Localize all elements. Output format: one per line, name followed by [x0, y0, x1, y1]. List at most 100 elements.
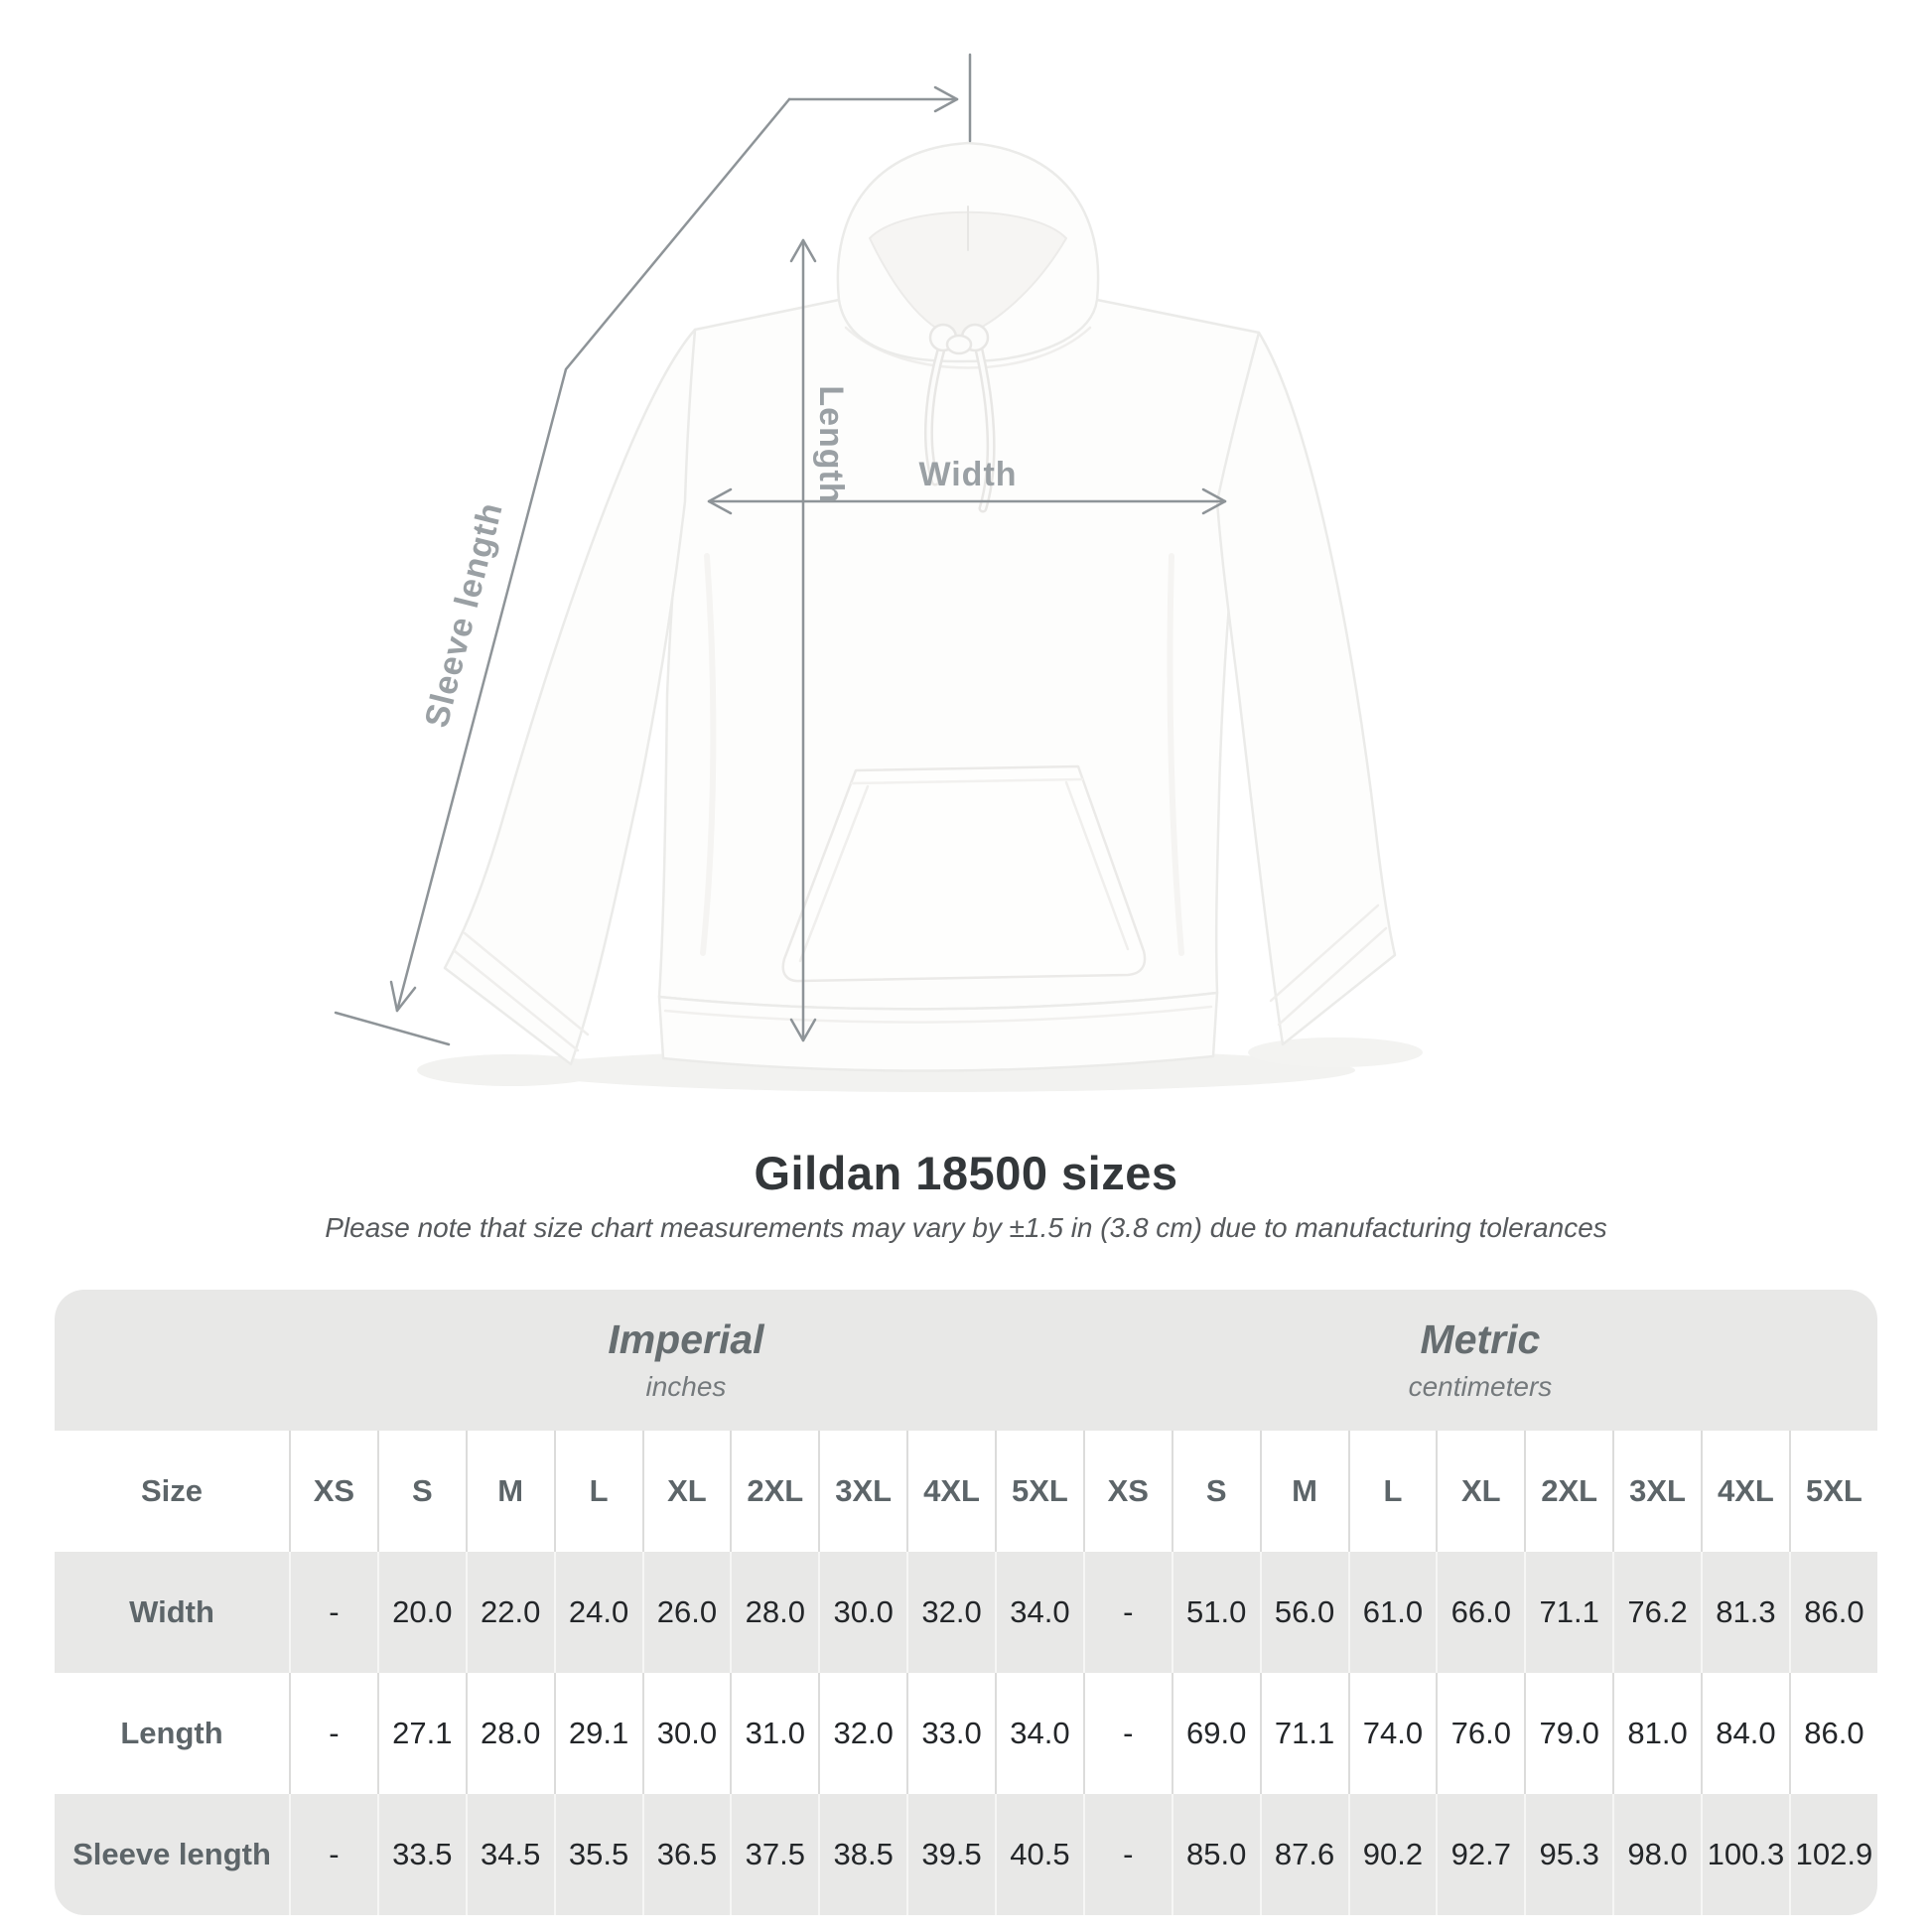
size-value-cell: 61.0 — [1347, 1552, 1437, 1673]
size-value-cell: - — [289, 1673, 377, 1794]
cuff-tick — [334, 1011, 451, 1046]
size-value-cell: 30.0 — [818, 1552, 907, 1673]
imperial-label: Imperial — [608, 1316, 764, 1363]
right-sleeve — [1215, 331, 1397, 1046]
size-value-cell: 86.0 — [1788, 1552, 1877, 1673]
size-col-header: 3XL — [1612, 1431, 1701, 1552]
size-value-cell: 35.5 — [553, 1794, 642, 1915]
table-row-width: Width - 20.0 22.0 24.0 26.0 28.0 30.0 32… — [55, 1552, 1877, 1673]
size-value-cell: 76.2 — [1612, 1552, 1701, 1673]
size-value-cell: 56.0 — [1259, 1552, 1348, 1673]
width-label: Width — [918, 456, 1017, 493]
size-value-cell: 71.1 — [1524, 1552, 1613, 1673]
size-value-cell: 40.5 — [995, 1794, 1083, 1915]
size-value-cell: - — [289, 1552, 377, 1673]
size-value-cell: 79.0 — [1524, 1673, 1613, 1794]
measurement-lines — [334, 53, 1227, 1046]
size-value-cell: 32.0 — [818, 1673, 907, 1794]
left-arrowhead — [707, 487, 733, 515]
row-label: Width — [55, 1552, 289, 1673]
size-col-header: XS — [1082, 1431, 1172, 1552]
size-header-row: Size XS S M L XL 2XL 3XL 4XL 5XL XS S M … — [55, 1431, 1877, 1552]
heading: Gildan 18500 sizes Please note that size… — [0, 1146, 1932, 1244]
size-value-cell: 33.0 — [906, 1673, 995, 1794]
size-value-cell: 33.5 — [376, 1794, 466, 1915]
right-arrowhead — [933, 85, 959, 113]
metric-label: Metric — [1420, 1316, 1541, 1363]
size-value-cell: 34.0 — [995, 1552, 1083, 1673]
hoodie-graphic — [443, 141, 1397, 1072]
size-value-cell: - — [1082, 1794, 1172, 1915]
size-col-header: 3XL — [818, 1431, 907, 1552]
size-value-cell: 81.0 — [1612, 1673, 1701, 1794]
size-value-cell: 100.3 — [1701, 1794, 1789, 1915]
metric-group-header: Metric centimeters — [1082, 1290, 1877, 1431]
table-row-length: Length - 27.1 28.0 29.1 30.0 31.0 32.0 3… — [55, 1673, 1877, 1794]
size-value-cell: 38.5 — [818, 1794, 907, 1915]
size-value-cell: 98.0 — [1612, 1794, 1701, 1915]
sleeve-arrowhead — [389, 980, 417, 1013]
size-value-cell: 22.0 — [465, 1552, 554, 1673]
size-value-cell: 26.0 — [641, 1552, 731, 1673]
size-value-cell: 32.0 — [906, 1552, 995, 1673]
size-value-cell: 86.0 — [1788, 1673, 1877, 1794]
size-value-cell: 71.1 — [1259, 1673, 1348, 1794]
size-col-header: L — [1347, 1431, 1437, 1552]
size-col-header: 5XL — [1788, 1431, 1877, 1552]
size-corner-header: Size — [55, 1431, 289, 1552]
size-chart-table: Imperial inches Metric centimeters Size … — [55, 1290, 1877, 1915]
size-col-header: S — [376, 1431, 466, 1552]
sleeve-length-label: Sleeve length — [418, 498, 510, 731]
size-value-cell: 90.2 — [1347, 1794, 1437, 1915]
hem-band — [657, 991, 1219, 1072]
size-value-cell: 102.9 — [1788, 1794, 1877, 1915]
size-value-cell: 76.0 — [1436, 1673, 1525, 1794]
size-value-cell: 36.5 — [641, 1794, 731, 1915]
size-col-header: 2XL — [730, 1431, 819, 1552]
size-value-cell: 28.0 — [730, 1552, 819, 1673]
hoodie-illustration: Sleeve length Length Width — [334, 53, 1423, 1092]
left-sleeve — [443, 328, 697, 1066]
size-value-cell: 84.0 — [1701, 1673, 1789, 1794]
tolerance-note: Please note that size chart measurements… — [325, 1212, 1607, 1243]
size-value-cell: 31.0 — [730, 1673, 819, 1794]
row-label: Length — [55, 1673, 289, 1794]
hood-opening — [869, 210, 1067, 339]
size-value-cell: 27.1 — [376, 1673, 466, 1794]
size-col-header: XS — [289, 1431, 377, 1552]
unit-group-row: Imperial inches Metric centimeters — [55, 1290, 1877, 1431]
size-value-cell: - — [289, 1794, 377, 1915]
size-col-header: XL — [641, 1431, 731, 1552]
page-title: Gildan 18500 sizes — [754, 1147, 1178, 1199]
size-value-cell: 81.3 — [1701, 1552, 1789, 1673]
size-col-header: S — [1171, 1431, 1260, 1552]
size-value-cell: 95.3 — [1524, 1794, 1613, 1915]
down-arrowhead — [789, 1018, 817, 1042]
size-value-cell: 74.0 — [1347, 1673, 1437, 1794]
right-arrowhead-width — [1201, 487, 1227, 515]
up-arrowhead — [789, 238, 817, 263]
hoodie-measurement-diagram: Sleeve length Length Width — [334, 53, 1423, 1092]
size-value-cell: 28.0 — [465, 1673, 554, 1794]
size-value-cell: 39.5 — [906, 1794, 995, 1915]
size-value-cell: 51.0 — [1171, 1552, 1260, 1673]
size-col-header: 5XL — [995, 1431, 1083, 1552]
size-value-cell: 69.0 — [1171, 1673, 1260, 1794]
size-chart: Imperial inches Metric centimeters Size … — [55, 1290, 1877, 1915]
imperial-group-header: Imperial inches — [289, 1290, 1083, 1431]
size-value-cell: 34.5 — [465, 1794, 554, 1915]
size-value-cell: 34.0 — [995, 1673, 1083, 1794]
size-value-cell: - — [1082, 1552, 1172, 1673]
size-col-header: L — [553, 1431, 642, 1552]
size-value-cell: 87.6 — [1259, 1794, 1348, 1915]
size-col-header: M — [1259, 1431, 1348, 1552]
sleeve-length-line — [395, 97, 791, 1013]
size-value-cell: - — [1082, 1673, 1172, 1794]
size-value-cell: 92.7 — [1436, 1794, 1525, 1915]
table-row-sleeve-length: Sleeve length - 33.5 34.5 35.5 36.5 37.5… — [55, 1794, 1877, 1915]
corner-cell — [55, 1290, 289, 1431]
metric-units: centimeters — [1408, 1370, 1553, 1402]
size-value-cell: 30.0 — [641, 1673, 731, 1794]
size-value-cell: 24.0 — [553, 1552, 642, 1673]
